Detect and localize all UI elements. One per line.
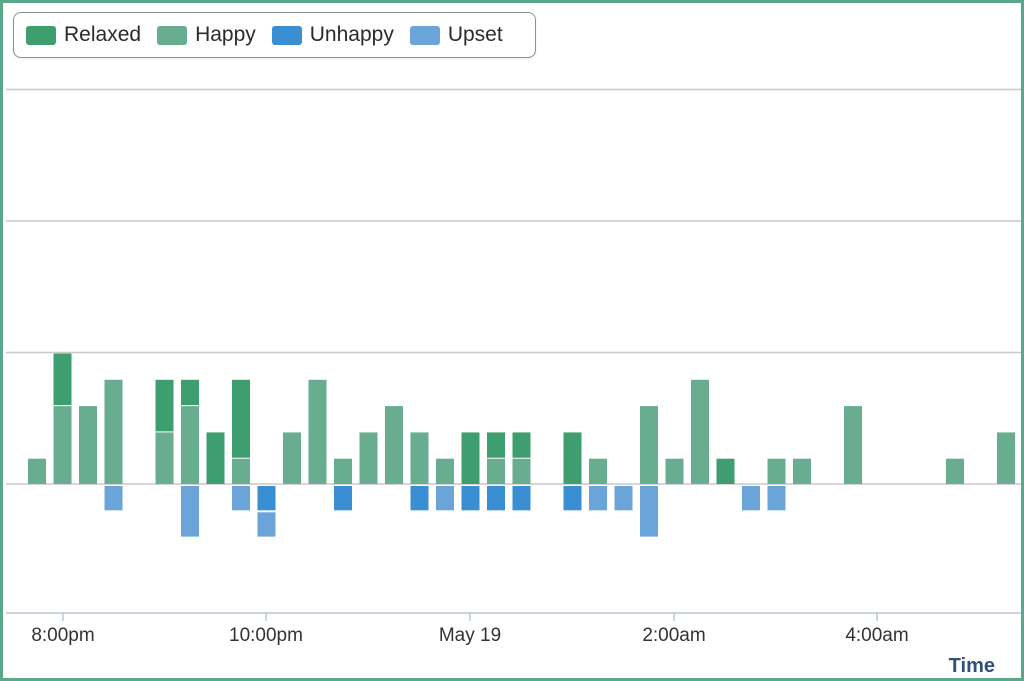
bar-happy[interactable]	[359, 432, 378, 484]
bar-unhappy[interactable]	[410, 486, 429, 511]
chart-legend: Relaxed Happy Unhappy Upset	[13, 12, 536, 58]
x-axis: 8:00pm 10:00pm May 19 2:00am 4:00am	[6, 612, 1021, 646]
bar-happy[interactable]	[79, 406, 97, 484]
legend-label-relaxed: Relaxed	[64, 23, 142, 46]
bar-upset[interactable]	[589, 486, 607, 511]
bar-happy[interactable]	[181, 406, 199, 484]
legend-label-happy: Happy	[195, 23, 256, 46]
bar-upset[interactable]	[181, 486, 199, 537]
bar-relaxed[interactable]	[53, 353, 72, 406]
bar-upset[interactable]	[436, 486, 454, 511]
x-tick-label: May 19	[439, 625, 501, 646]
x-tick-label: 4:00am	[845, 625, 908, 646]
bar-happy[interactable]	[665, 458, 684, 484]
bar-upset[interactable]	[742, 486, 760, 511]
bar-relaxed[interactable]	[181, 379, 199, 406]
bar-happy[interactable]	[793, 458, 811, 484]
bar-happy[interactable]	[283, 432, 301, 484]
bar-relaxed[interactable]	[155, 379, 174, 432]
chart-plot: 8:00pm 10:00pm May 19 2:00am 4:00am Time	[6, 88, 1021, 677]
legend-item-upset[interactable]: Upset	[409, 23, 503, 47]
bar-unhappy[interactable]	[257, 486, 276, 511]
bar-happy[interactable]	[997, 432, 1015, 484]
bar-unhappy[interactable]	[334, 486, 352, 511]
bar-happy[interactable]	[410, 432, 429, 484]
chart-bars	[28, 353, 1015, 537]
bar-happy[interactable]	[844, 406, 862, 484]
bar-happy[interactable]	[232, 458, 250, 484]
bar-happy[interactable]	[308, 379, 327, 484]
bar-unhappy[interactable]	[461, 486, 480, 511]
legend-swatch-happy	[157, 25, 188, 45]
bar-unhappy[interactable]	[512, 486, 531, 511]
bar-happy[interactable]	[487, 458, 505, 484]
legend-item-relaxed[interactable]: Relaxed	[26, 23, 141, 47]
bar-happy[interactable]	[767, 458, 786, 484]
bar-happy[interactable]	[436, 458, 454, 484]
bar-upset[interactable]	[640, 486, 658, 537]
bar-upset[interactable]	[232, 486, 250, 511]
bar-happy[interactable]	[334, 458, 352, 484]
bar-relaxed[interactable]	[232, 379, 250, 458]
legend-item-happy[interactable]: Happy	[157, 23, 256, 47]
x-tick-label: 2:00am	[642, 625, 705, 646]
bar-upset[interactable]	[257, 512, 276, 537]
x-tick-label: 10:00pm	[229, 625, 303, 646]
bar-upset[interactable]	[767, 486, 786, 511]
bar-unhappy[interactable]	[487, 486, 505, 511]
bar-upset[interactable]	[104, 486, 123, 511]
x-tick-label: 8:00pm	[31, 625, 94, 646]
bar-relaxed[interactable]	[461, 432, 480, 484]
legend-label-unhappy: Unhappy	[309, 23, 394, 46]
bar-happy[interactable]	[691, 379, 709, 484]
bar-unhappy[interactable]	[563, 486, 582, 511]
legend-swatch-unhappy	[271, 25, 302, 45]
bar-happy[interactable]	[512, 458, 531, 484]
x-axis-title: Time	[949, 655, 995, 677]
bar-happy[interactable]	[589, 458, 607, 484]
bar-happy[interactable]	[640, 406, 658, 484]
bar-happy[interactable]	[53, 406, 72, 484]
legend-swatch-relaxed	[26, 25, 56, 45]
bar-happy[interactable]	[946, 458, 964, 484]
legend-swatch-upset	[409, 25, 440, 45]
bar-relaxed[interactable]	[512, 432, 531, 458]
bar-happy[interactable]	[28, 458, 46, 484]
bar-happy[interactable]	[104, 379, 123, 484]
bar-relaxed[interactable]	[563, 432, 582, 484]
bar-upset[interactable]	[614, 486, 633, 511]
legend-item-unhappy[interactable]: Unhappy	[271, 23, 394, 47]
bar-happy[interactable]	[385, 406, 403, 484]
bar-relaxed[interactable]	[206, 432, 225, 484]
legend-label-upset: Upset	[447, 23, 503, 46]
bar-relaxed[interactable]	[716, 458, 735, 484]
bar-happy[interactable]	[155, 432, 174, 484]
bar-relaxed[interactable]	[487, 432, 505, 458]
